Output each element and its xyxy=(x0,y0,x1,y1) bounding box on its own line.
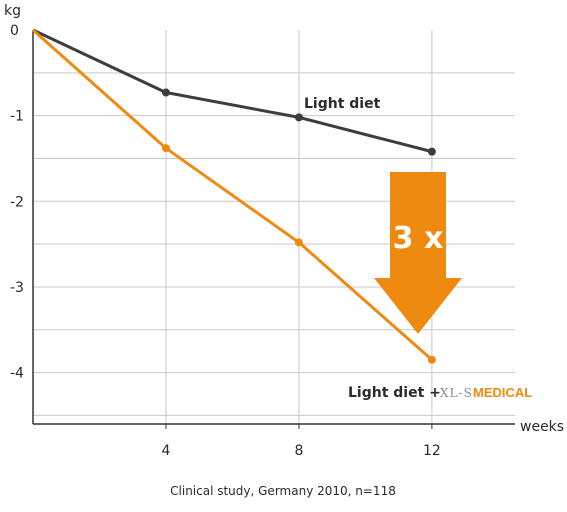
x-tick-labels: 4 8 12 xyxy=(162,424,441,459)
reduction-arrow-label: 3 x xyxy=(393,221,444,256)
grid-lines xyxy=(33,30,515,424)
series-label-light-diet: Light diet xyxy=(304,96,381,112)
chart-caption: Clinical study, Germany 2010, n=118 xyxy=(170,484,396,498)
y-tick-label: 0 xyxy=(10,23,19,39)
x-tick-label: 8 xyxy=(294,443,303,459)
y-tick-label: -3 xyxy=(10,280,24,296)
series-line-1 xyxy=(32,28,433,361)
brand-logo-part2: MEDICAL xyxy=(473,385,532,400)
y-tick-labels: 0 -1 -2 -3 -4 xyxy=(10,23,24,382)
x-tick-label: 12 xyxy=(423,443,441,459)
series-lines xyxy=(32,28,436,364)
y-tick-label: -1 xyxy=(10,109,24,125)
brand-logo-part1: XL-S xyxy=(440,386,473,400)
data-point xyxy=(427,355,436,364)
brand-logo: XL-S MEDICAL xyxy=(440,385,532,400)
data-point xyxy=(161,144,170,153)
x-axis-label: weeks xyxy=(520,419,564,435)
reduction-arrow-shape xyxy=(374,172,462,334)
data-point xyxy=(294,113,303,122)
axes xyxy=(32,30,515,425)
y-axis-label: kg xyxy=(4,3,21,19)
series-label-light-diet-plus: Light diet + xyxy=(348,385,441,401)
data-point xyxy=(161,88,170,97)
data-point xyxy=(294,238,303,247)
reduction-arrow: 3 x xyxy=(374,172,462,334)
series-line-0 xyxy=(32,28,433,154)
data-point xyxy=(427,147,436,156)
x-tick-label: 4 xyxy=(162,443,171,459)
y-tick-label: -2 xyxy=(10,194,24,210)
y-tick-label: -4 xyxy=(10,366,24,382)
